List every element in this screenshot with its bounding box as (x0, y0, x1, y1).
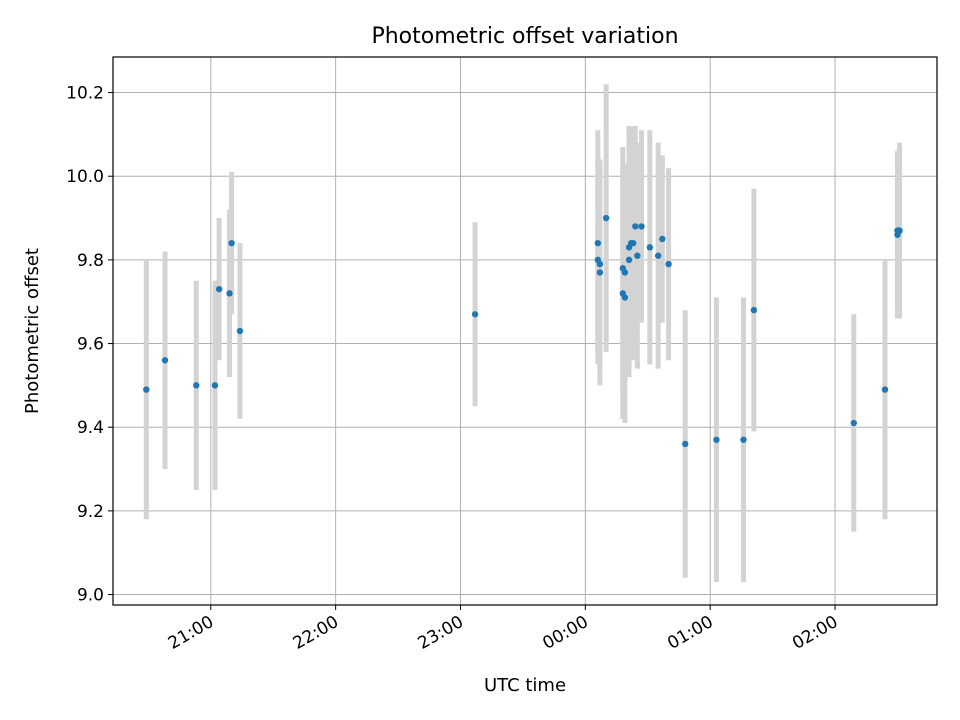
grid-layer (113, 57, 937, 605)
y-axis-ticks: 9.0 9.2 9.4 9.6 9.8 10.0 10.2 (66, 84, 113, 606)
data-point (654, 252, 662, 259)
y-axis-label: Photometric offset (22, 248, 43, 414)
y-tick-label: 9.2 (77, 502, 104, 522)
data-point (596, 269, 604, 276)
data-point (193, 382, 200, 389)
data-point (596, 260, 604, 268)
data-point (594, 239, 602, 247)
data-point (713, 436, 720, 443)
data-point (211, 382, 219, 389)
data-point (634, 252, 641, 259)
data-point (646, 244, 654, 251)
data-point (602, 214, 610, 222)
plot-frame (112, 56, 938, 606)
x-axis-label: UTC time (484, 675, 566, 696)
y-tick-label: 9.8 (77, 251, 104, 271)
data-point (750, 306, 758, 314)
y-tick-label: 10.0 (66, 167, 104, 187)
data-point (632, 223, 639, 230)
data-point (682, 440, 689, 448)
point-layer (143, 214, 903, 448)
data-point (659, 235, 666, 243)
data-point (881, 386, 889, 393)
y-tick-label: 9.0 (77, 586, 104, 606)
data-point (630, 239, 637, 247)
data-point (621, 269, 629, 276)
chart-title: Photometric offset variation (371, 24, 678, 49)
data-point (665, 260, 672, 268)
y-tick-label: 9.6 (77, 335, 104, 355)
data-point (226, 290, 233, 297)
data-point (896, 227, 903, 234)
data-point (161, 357, 169, 364)
data-point (625, 256, 633, 264)
y-tick-label: 9.4 (77, 418, 104, 438)
y-tick-label: 10.2 (66, 84, 104, 104)
data-point (143, 386, 150, 393)
data-point (740, 436, 747, 443)
data-point (228, 239, 235, 247)
data-point (621, 294, 629, 301)
data-point (471, 311, 479, 318)
data-point (638, 223, 645, 230)
data-point (215, 285, 223, 293)
data-point (236, 327, 244, 335)
data-point (850, 419, 857, 427)
